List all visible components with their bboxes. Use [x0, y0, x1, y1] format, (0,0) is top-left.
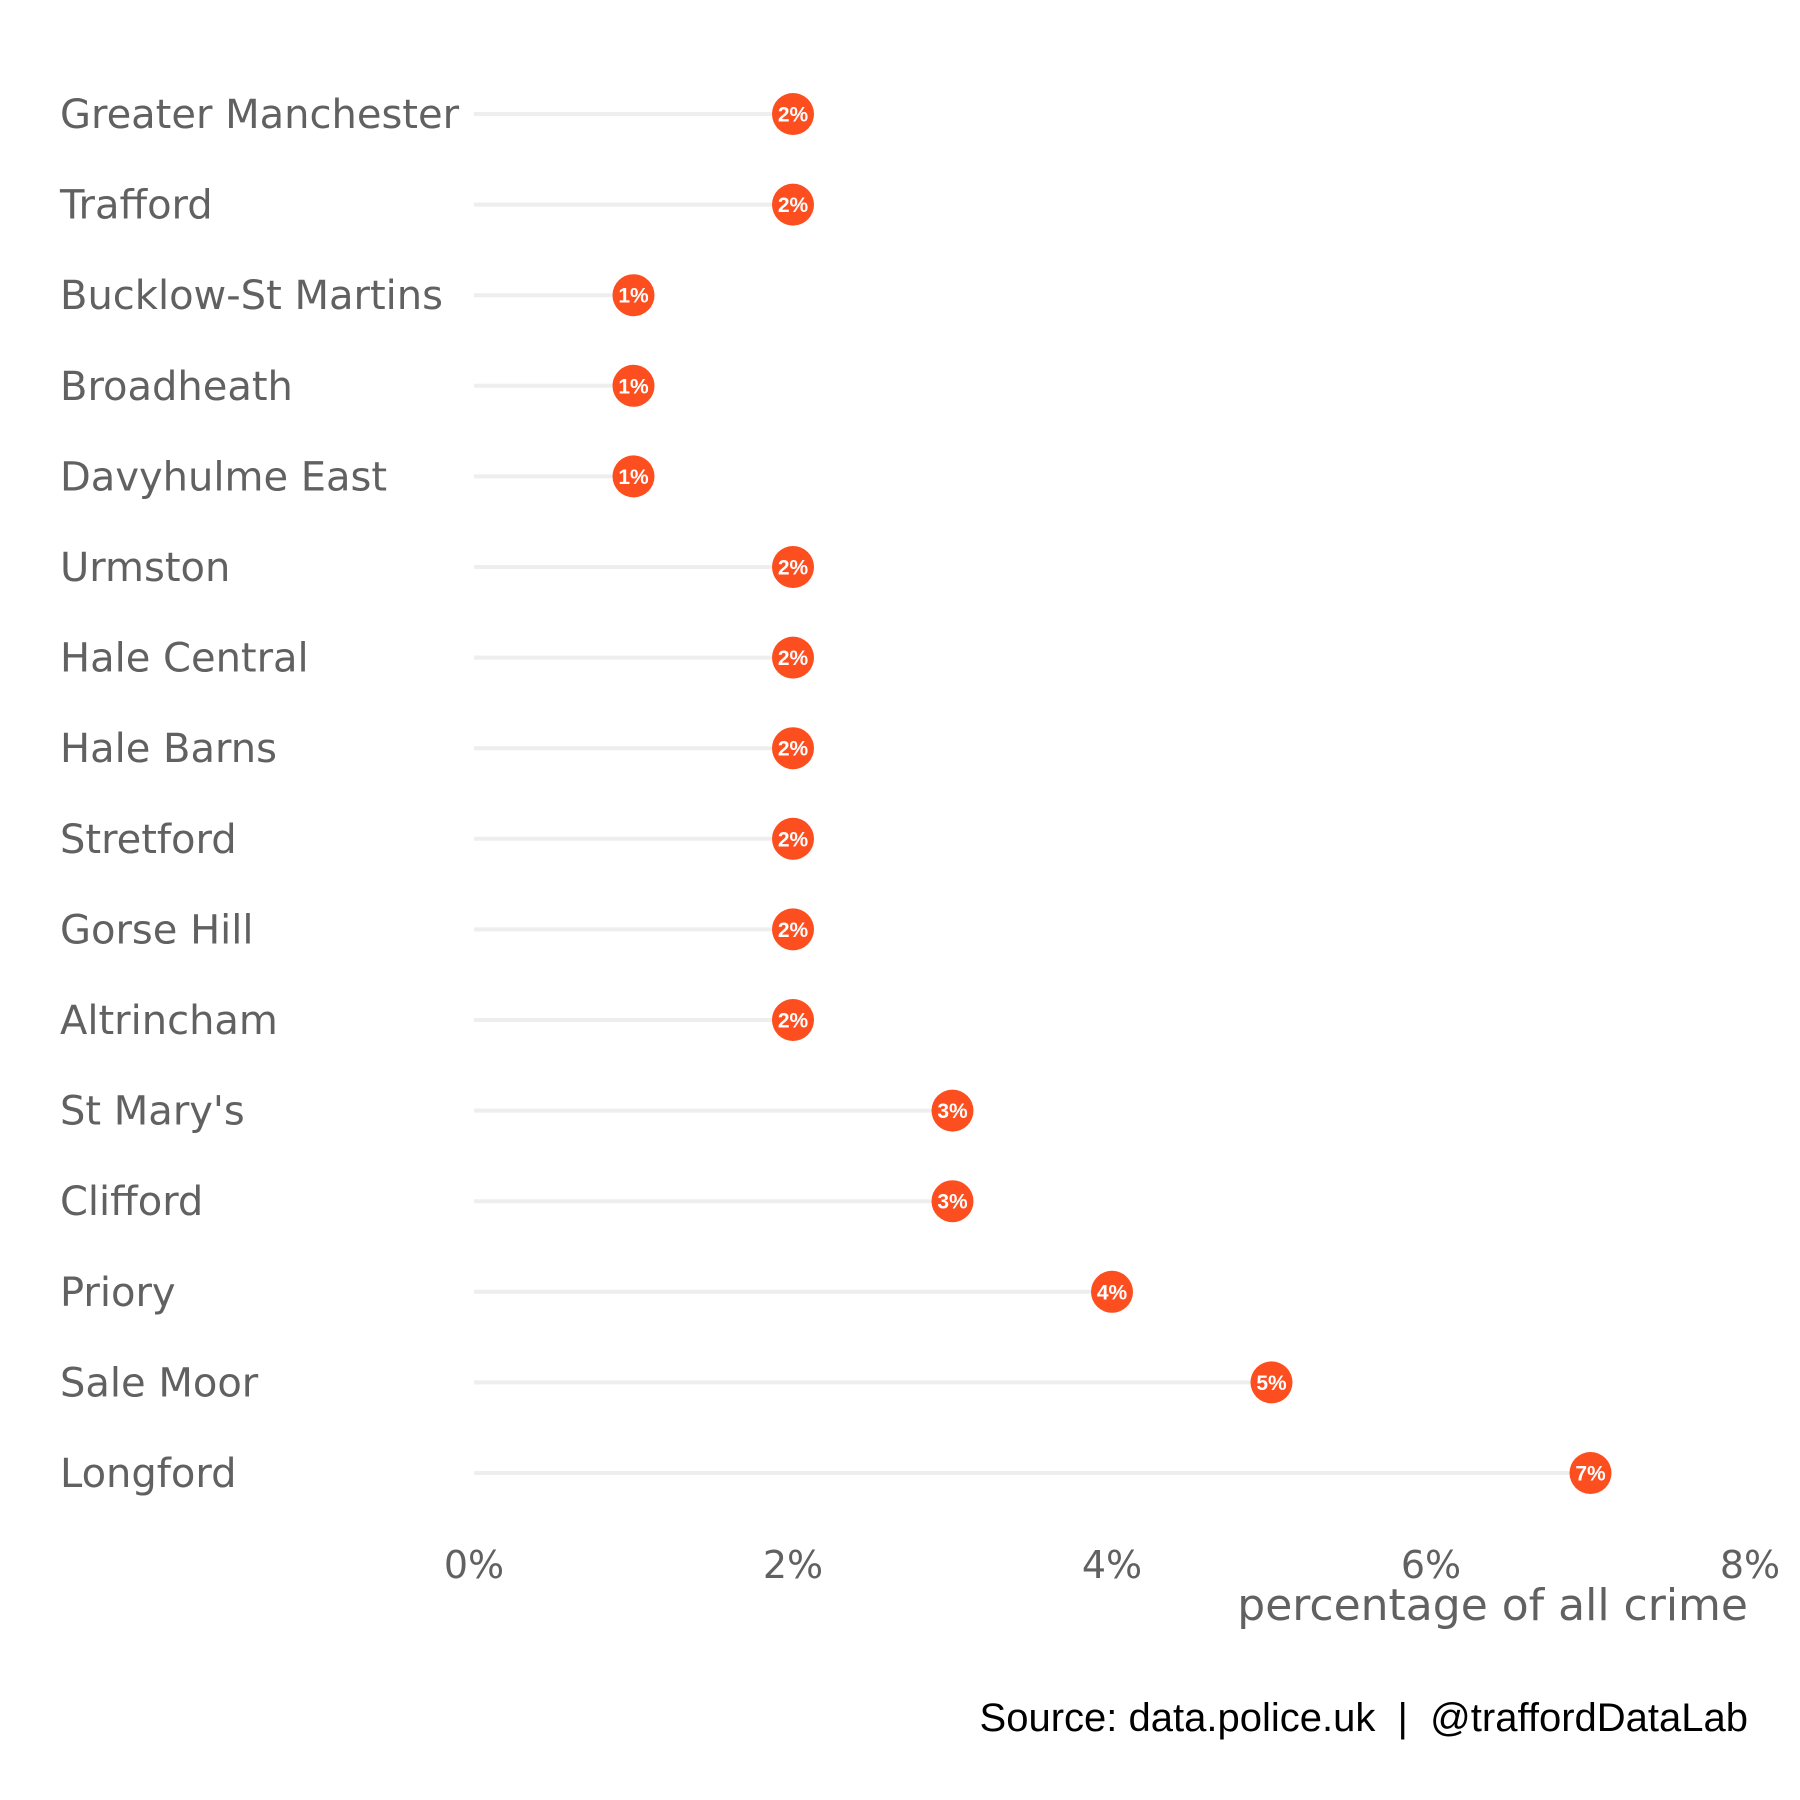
category-label: Altrincham: [60, 998, 278, 1044]
data-point: [772, 999, 814, 1041]
x-tick-label: 0%: [444, 1543, 504, 1587]
data-point: [772, 727, 814, 770]
data-point: [612, 455, 655, 498]
data-point: [1569, 1452, 1612, 1494]
category-label: Trafford: [59, 183, 213, 229]
category-label: Gorse Hill: [60, 907, 254, 953]
category-label: Urmston: [60, 545, 230, 591]
data-label: 2%: [778, 647, 809, 670]
source-caption: Source: data.police.uk | @traffordDataLa…: [980, 1696, 1748, 1740]
data-label: 2%: [778, 557, 809, 580]
data-label: 2%: [778, 194, 809, 217]
category-label: Hale Central: [60, 636, 309, 682]
category-label: St Mary's: [60, 1089, 245, 1135]
category-label: Bucklow-St Martins: [60, 273, 443, 319]
category-label: Davyhulme East: [60, 454, 387, 500]
x-tick-label: 2%: [763, 1543, 823, 1587]
data-label: 1%: [618, 375, 649, 398]
data-label: 2%: [778, 1010, 809, 1033]
data-label: 1%: [618, 285, 649, 308]
data-point: [772, 93, 814, 135]
x-tick-label: 4%: [1082, 1543, 1142, 1587]
category-label: Broadheath: [60, 364, 293, 410]
category-label: Sale Moor: [60, 1360, 259, 1406]
x-axis-ticks: 0% 2% 4% 6% 8%: [444, 1543, 1780, 1587]
data-label: 5%: [1256, 1372, 1287, 1395]
data-point: [772, 636, 814, 679]
category-label: Clifford: [60, 1179, 203, 1225]
data-point: [772, 183, 814, 226]
data-point: [772, 817, 814, 860]
x-axis-title: percentage of all crime: [1237, 1580, 1748, 1631]
stems-layer: [474, 112, 1591, 1475]
data-point: [931, 1180, 974, 1223]
data-point: [772, 546, 814, 588]
data-label: 2%: [778, 828, 809, 851]
x-tick-label: 8%: [1720, 1543, 1780, 1587]
category-labels: Greater Manchester Trafford Bucklow-St Mar…: [59, 92, 460, 1497]
data-point: [612, 274, 655, 317]
data-point: [1250, 1361, 1293, 1404]
data-point: [612, 364, 655, 407]
data-label: 3%: [937, 1100, 968, 1123]
data-label: 2%: [778, 919, 809, 942]
category-label: Greater Manchester: [60, 92, 460, 138]
data-label: 4%: [1097, 1281, 1128, 1304]
data-label: 2%: [778, 738, 809, 761]
data-point: [772, 908, 814, 951]
category-label: Stretford: [60, 817, 237, 863]
category-label: Priory: [60, 1270, 176, 1316]
data-point: [931, 1089, 974, 1132]
dots-layer: 2% 2% 1% 1% 1% 2% 2% 2% 2% 2% 2% 3% 3% 4% 5% 7%: [612, 93, 1612, 1494]
data-label: 3%: [937, 1191, 968, 1214]
category-label: Longford: [60, 1451, 236, 1497]
x-tick-label: 6%: [1401, 1543, 1461, 1587]
data-label: 7%: [1575, 1463, 1606, 1486]
category-label: Hale Barns: [60, 726, 277, 772]
data-point: [1091, 1270, 1133, 1313]
data-label: 2%: [778, 104, 809, 127]
data-label: 1%: [618, 466, 649, 489]
